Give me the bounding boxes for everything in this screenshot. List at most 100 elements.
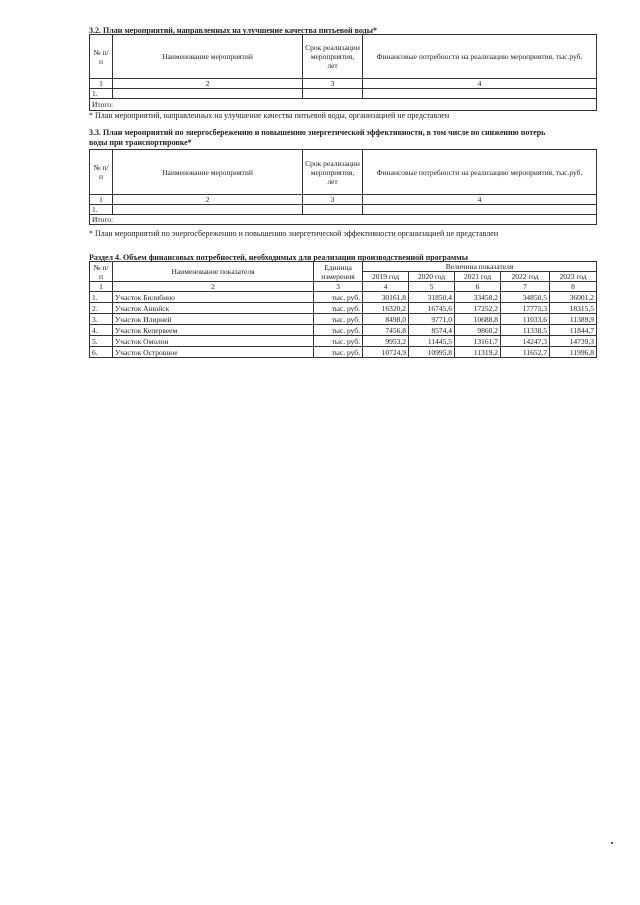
col-number: 2 [112, 78, 303, 89]
header-year: 2019 год [362, 271, 409, 282]
row-num: 1. [89, 204, 113, 215]
col-number: 8 [549, 281, 597, 292]
row-num: 1. [89, 291, 113, 303]
header-year: 2020 год [408, 271, 455, 282]
row-unit: тыс. руб. [313, 324, 363, 336]
row-value: 11844,7 [549, 324, 597, 336]
col-number: 4 [362, 194, 597, 205]
header-num: № п/п [89, 261, 113, 282]
header-unit: Единица измерения [313, 261, 363, 282]
row-value: 17252,2 [454, 302, 501, 314]
row-unit: тыс. руб. [313, 346, 363, 358]
col-number: 4 [362, 281, 409, 292]
row-value: 34850,5 [500, 291, 550, 303]
header-finance: Финансовые потребности на реализацию мер… [362, 149, 597, 195]
row-value: 16745,6 [408, 302, 455, 314]
row-value: 11652,7 [500, 346, 550, 358]
row-value: 11033,6 [500, 313, 550, 325]
row-value: 7456,8 [362, 324, 409, 336]
row-num: 1. [89, 88, 113, 99]
col-number: 3 [302, 194, 363, 205]
row-value: 10688,8 [454, 313, 501, 325]
row-num: 3. [89, 313, 113, 325]
table-row: 1. Участок Билибино тыс. руб. 30161,8 31850,… [89, 291, 597, 303]
header-num: № п/п [89, 34, 113, 79]
total-label: Итого: [89, 214, 597, 225]
table-3-2: № п/п Наименование мероприятий Срок реал… [89, 34, 597, 111]
row-num: 6. [89, 346, 113, 358]
row-unit: тыс. руб. [313, 302, 363, 314]
row-unit: тыс. руб. [313, 291, 363, 303]
row-value: 10724,9 [362, 346, 409, 358]
header-value: Величина показателя [362, 261, 597, 272]
col-number: 2 [112, 194, 303, 205]
col-number: 3 [302, 78, 363, 89]
row-value: 9860,2 [454, 324, 501, 336]
row-value: 30161,8 [362, 291, 409, 303]
header-term: Срок реализации мероприятия, лет [302, 34, 363, 79]
row-name: Участок Кепервеем [112, 324, 314, 336]
table-row: 3. Участок Илирней тыс. руб. 8498,0 9771,0 10… [89, 313, 597, 325]
row-value: 14247,3 [500, 335, 550, 347]
row-name: Участок Анюйск [112, 302, 314, 314]
row-value: 8498,0 [362, 313, 409, 325]
header-num: № п/п [89, 149, 113, 195]
row-value: 33458,2 [454, 291, 501, 303]
row-name: Участок Билибино [112, 291, 314, 303]
row-value: 11338,5 [500, 324, 550, 336]
row-value: 11996,8 [549, 346, 597, 358]
table-3-3: № п/п Наименование мероприятий Срок реал… [89, 149, 597, 225]
row-name: Участок Островное [112, 346, 314, 358]
row-num: 4. [89, 324, 113, 336]
table-row: 2. Участок Анюйск тыс. руб. 16320,2 16745,6 1… [89, 302, 597, 314]
table-4: № п/п Наименование показателя Единица из… [89, 261, 597, 358]
row-name: Участок Илирней [112, 313, 314, 325]
table-row: 4. Участок Кепервеем тыс. руб. 7456,8 8574,4… [89, 324, 597, 336]
row-value: 17775,3 [500, 302, 550, 314]
row-value: 10995,8 [408, 346, 455, 358]
col-number: 5 [408, 281, 455, 292]
table-row: 6. Участок Островное тыс. руб. 10724,9 10995… [89, 346, 597, 358]
header-name: Наименование мероприятий [112, 149, 303, 195]
row-value: 31850,4 [408, 291, 455, 303]
table-row: 1. [89, 88, 597, 99]
scan-speck [611, 842, 613, 844]
row-value: 14739,3 [549, 335, 597, 347]
row-value: 18315,5 [549, 302, 597, 314]
col-number: 3 [313, 281, 363, 292]
section-3-3-title-cont: воды при транспортировке* [89, 138, 192, 147]
header-year: 2021 год [454, 271, 501, 282]
row-value: 8574,4 [408, 324, 455, 336]
col-number: 6 [454, 281, 501, 292]
col-number: 1 [89, 281, 113, 292]
total-label: Итого: [89, 98, 597, 111]
row-num: 2. [89, 302, 113, 314]
section-4-title: Раздел 4. Объем финансовых потребностей,… [89, 253, 468, 262]
section-3-2-title: 3.2. План мероприятий, направленных на у… [89, 26, 377, 35]
header-year: 2023 год [549, 271, 597, 282]
row-name: Участок Омолон [112, 335, 314, 347]
row-value: 16320,2 [362, 302, 409, 314]
section-3-2-footnote: * План мероприятий, направленных на улуч… [89, 111, 450, 120]
row-value: 9953,2 [362, 335, 409, 347]
row-value: 11319,2 [454, 346, 501, 358]
row-value: 9771,0 [408, 313, 455, 325]
row-unit: тыс. руб. [313, 335, 363, 347]
header-name: Наименование мероприятий [112, 34, 303, 79]
row-value: 13161,7 [454, 335, 501, 347]
header-term: Срок реализации мероприятия, лет [302, 149, 363, 195]
row-unit: тыс. руб. [313, 313, 363, 325]
header-name: Наименование показателя [112, 261, 314, 282]
col-number: 1 [89, 78, 113, 89]
col-number: 2 [112, 281, 314, 292]
section-3-3-footnote: * План мероприятий по энергосбережению и… [89, 229, 499, 238]
table-row: 5. Участок Омолон тыс. руб. 9953,2 11445,5 13… [89, 335, 597, 347]
col-number: 1 [89, 194, 113, 205]
row-num: 5. [89, 335, 113, 347]
row-value: 36001,2 [549, 291, 597, 303]
row-value: 11389,9 [549, 313, 597, 325]
col-number: 4 [362, 78, 597, 89]
section-3-3-title: 3.3. План мероприятий по энергосбережени… [89, 128, 546, 137]
col-number: 7 [500, 281, 550, 292]
row-value: 11445,5 [408, 335, 455, 347]
